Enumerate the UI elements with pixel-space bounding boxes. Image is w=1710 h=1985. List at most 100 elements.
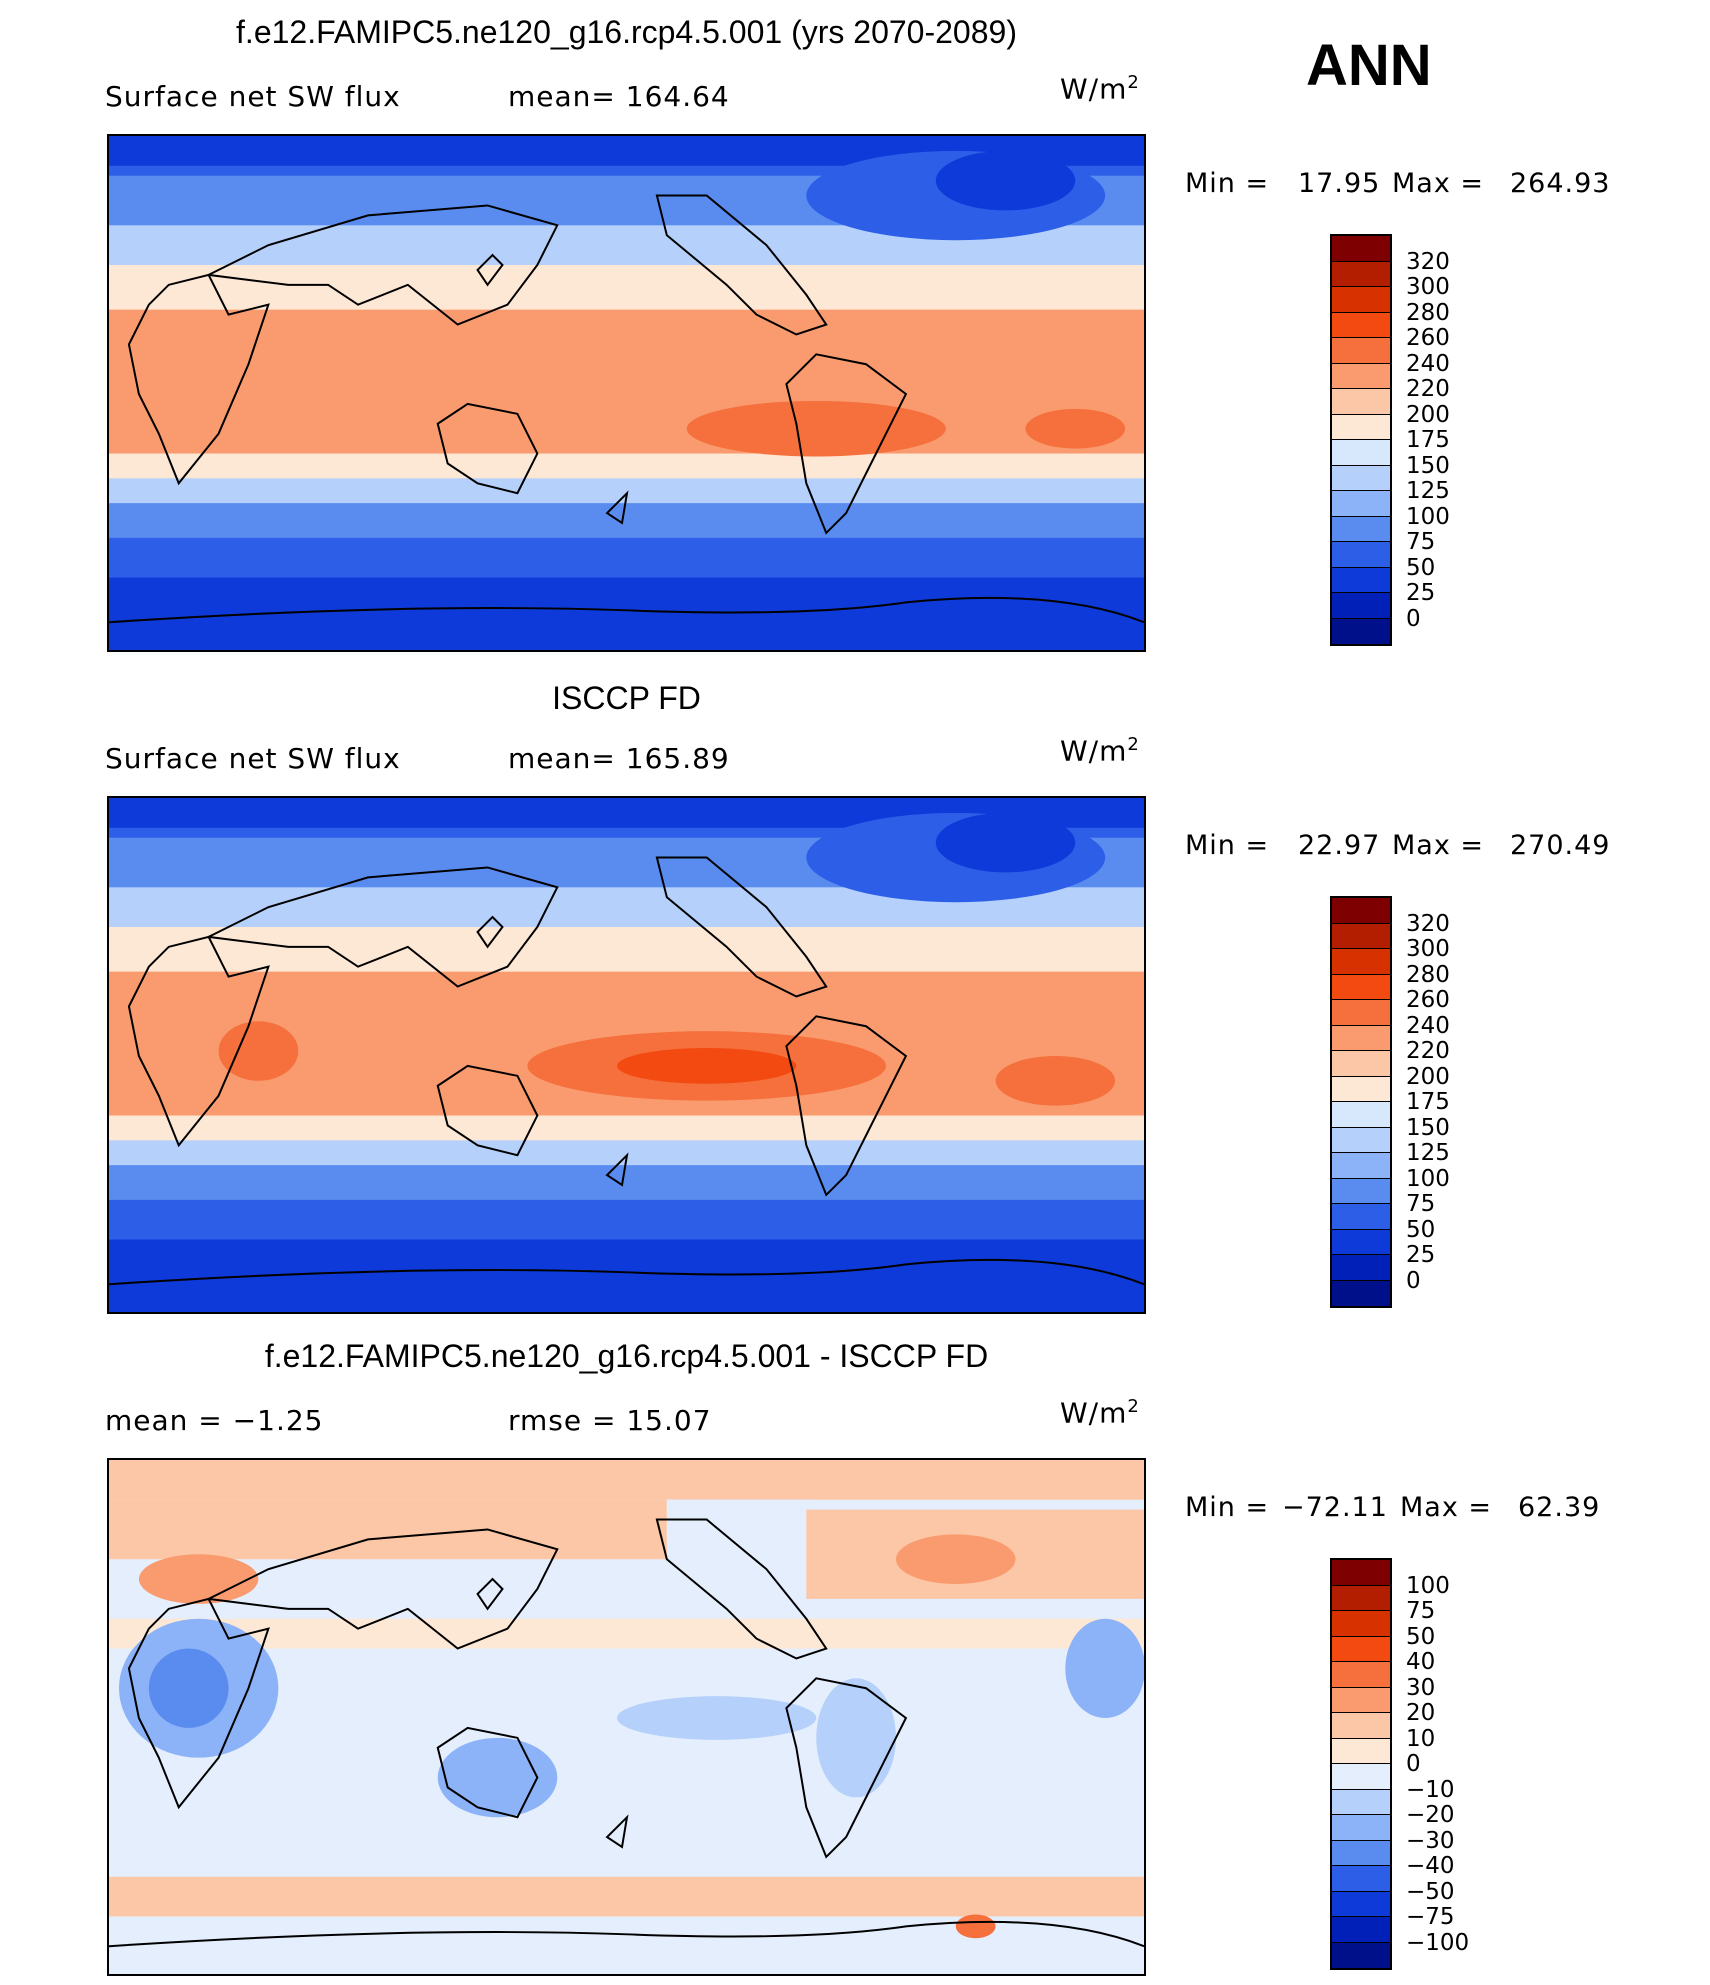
colorbar-swatch [1332,1815,1390,1841]
colorbar-tick-label: 50 [1406,554,1436,581]
panel-1-units: W/m2 [1060,72,1140,106]
colorbar-swatch [1332,1662,1390,1688]
colorbar-swatch [1332,1153,1390,1179]
colorbar-tick-label: 150 [1406,1114,1450,1141]
colorbar-swatch [1332,1051,1390,1077]
colorbar-tick-label: 25 [1406,1242,1436,1268]
panel-3-rmse-label: rmse = 15.07 [508,1404,712,1437]
colorbar-swatch [1332,236,1390,262]
colorbar-tick-label: 300 [1406,936,1450,962]
colorbar-tick-label: 50 [1406,1623,1436,1650]
colorbar-swatch [1332,898,1390,924]
colorbar-tick-label: −10 [1406,1776,1455,1803]
colorbar-swatch [1332,363,1390,389]
colorbar-swatch [1332,1025,1390,1051]
colorbar-tick-label: −30 [1406,1827,1455,1854]
colorbar-tick-label: 280 [1406,961,1450,988]
colorbar-tick-label: 280 [1406,299,1450,326]
colorbar-swatch [1332,1764,1390,1790]
colorbar-tick-label: 175 [1406,427,1450,453]
panel-2-mean-label: mean= 165.89 [508,742,730,775]
colorbar-tick-label: 75 [1406,529,1436,555]
colorbar-swatch [1332,567,1390,593]
panel-3-min-label: Min = [1185,1492,1270,1523]
colorbar-tick-label: 20 [1406,1700,1436,1726]
colorbar-tick-label: −75 [1406,1904,1455,1930]
panel-2-variable-label: Surface net SW flux [105,742,401,775]
colorbar-tick-label: 240 [1406,350,1450,377]
colorbar-swatch [1332,1917,1390,1943]
panel-3-max-label: Max = [1400,1492,1493,1523]
colorbar-swatch [1332,261,1390,287]
colorbar-swatch [1332,1738,1390,1764]
colorbar-tick-label: 75 [1406,1598,1436,1624]
panel-1-map [107,134,1146,652]
colorbar-swatch [1332,389,1390,415]
panel-2-map [107,796,1146,1314]
colorbar-tick-label: 75 [1406,1191,1436,1217]
panel-2-colorbar-labels: 320 300 280 260 240 220 200 175 150 125 100 75 50 25 0 [1406,896,1486,1308]
colorbar-swatch [1332,949,1390,975]
panel-2-min-value: 22.97 [1298,830,1381,861]
colorbar-tick-label: 0 [1406,1751,1421,1777]
colorbar-tick-label: 320 [1406,910,1450,937]
colorbar-tick-label: 220 [1406,1038,1450,1064]
colorbar-tick-label: 30 [1406,1674,1436,1701]
panel-3-map [107,1458,1146,1976]
colorbar-swatch [1332,1611,1390,1637]
colorbar-swatch [1332,1891,1390,1917]
colorbar-swatch [1332,1687,1390,1713]
colorbar-tick-label: −20 [1406,1802,1455,1828]
colorbar-tick-label: 125 [1406,1140,1450,1166]
panel-3-min-value: −72.11 [1282,1492,1388,1523]
colorbar-tick-label: 240 [1406,1012,1450,1039]
panel-1-variable-label: Surface net SW flux [105,80,401,113]
colorbar-tick-label: 0 [1406,605,1421,632]
colorbar-tick-label: 175 [1406,1089,1450,1115]
colorbar-swatch [1332,1942,1390,1968]
colorbar-tick-label: −40 [1406,1853,1455,1879]
colorbar-tick-label: 100 [1406,1572,1450,1599]
colorbar-swatch [1332,516,1390,542]
panel-3-colorbar [1330,1558,1392,1970]
colorbar-swatch [1332,1102,1390,1128]
panel-1-mean-label: mean= 164.64 [508,80,730,113]
panel-2-max-value: 270.49 [1510,830,1611,861]
colorbar-swatch [1332,923,1390,949]
colorbar-swatch [1332,1560,1390,1586]
colorbar-swatch [1332,1280,1390,1306]
panel-1-title: f.e12.FAMIPC5.ne120_g16.rcp4.5.001 (yrs … [236,14,1017,50]
colorbar-tick-label: 220 [1406,376,1450,402]
colorbar-tick-label: 260 [1406,325,1450,351]
colorbar-tick-label: 200 [1406,401,1450,428]
colorbar-tick-label: 10 [1406,1725,1436,1752]
panel-1-max-label: Max = [1392,168,1485,199]
colorbar-tick-label: 125 [1406,478,1450,504]
colorbar-swatch [1332,414,1390,440]
colorbar-tick-label: 200 [1406,1063,1450,1090]
colorbar-swatch [1332,312,1390,338]
colorbar-tick-label: 40 [1406,1649,1436,1675]
colorbar-tick-label: 50 [1406,1216,1436,1243]
colorbar-tick-label: −50 [1406,1878,1455,1905]
colorbar-swatch [1332,465,1390,491]
colorbar-swatch [1332,618,1390,644]
colorbar-tick-label: 100 [1406,1165,1450,1192]
colorbar-tick-label: 320 [1406,248,1450,275]
colorbar-swatch [1332,440,1390,466]
colorbar-swatch [1332,974,1390,1000]
colorbar-swatch [1332,1127,1390,1153]
colorbar-swatch [1332,1585,1390,1611]
panel-2-units: W/m2 [1060,734,1140,768]
colorbar-tick-label: 260 [1406,987,1450,1013]
colorbar-swatch [1332,1789,1390,1815]
colorbar-tick-label: −100 [1406,1929,1470,1956]
colorbar-tick-label: 300 [1406,274,1450,300]
panel-3-colorbar-labels: 100 75 50 40 30 20 10 0 −10 −20 −30 −40 −50 −75 −100 [1406,1558,1496,1970]
colorbar-swatch [1332,1229,1390,1255]
colorbar-swatch [1332,1000,1390,1026]
panel-3-max-value: 62.39 [1518,1492,1601,1523]
panel-2-colorbar [1330,896,1392,1308]
colorbar-swatch [1332,1178,1390,1204]
colorbar-swatch [1332,1076,1390,1102]
